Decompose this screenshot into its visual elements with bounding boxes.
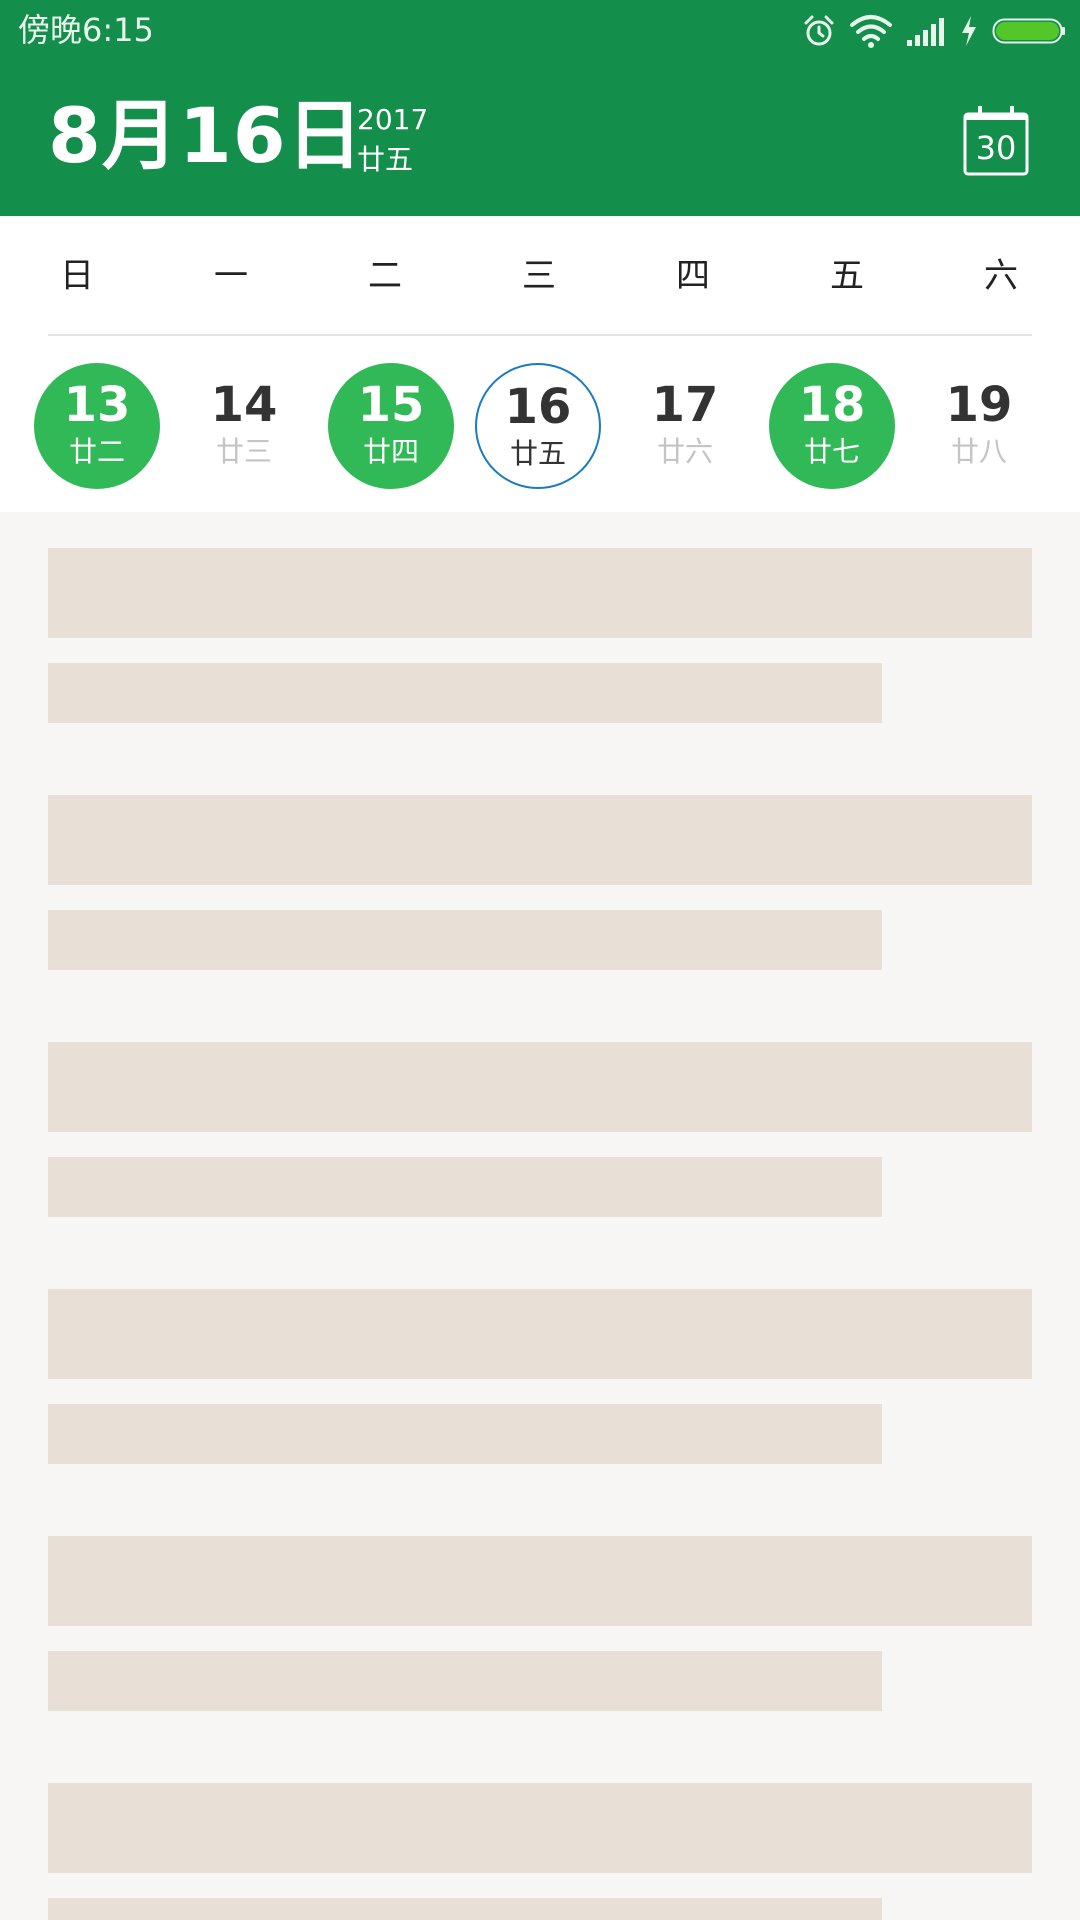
weekday-thu: 四 xyxy=(676,256,710,296)
weekday-sat: 六 xyxy=(984,256,1018,296)
day-number: 19 xyxy=(945,377,1013,433)
day-cell-16-today[interactable]: 16 廿五 xyxy=(475,363,601,489)
selected-lunar-day: 廿五 xyxy=(357,143,414,176)
event-list-loading xyxy=(0,512,1080,1920)
calendar-icon xyxy=(963,106,1029,176)
weekday-header-row: 日 一 二 三 四 五 六 xyxy=(0,216,1080,336)
day-lunar-label: 廿七 xyxy=(803,435,860,468)
status-time: 傍晚6:15 xyxy=(18,11,154,49)
placeholder-bar xyxy=(48,1404,882,1464)
day-number: 18 xyxy=(798,377,866,433)
day-cell-13[interactable]: 13 廿二 xyxy=(34,363,160,489)
charging-icon xyxy=(962,16,976,46)
day-number: 16 xyxy=(504,379,572,435)
placeholder-bar xyxy=(48,1289,1032,1379)
signal-icon xyxy=(907,18,944,46)
weekday-divider xyxy=(48,334,1032,336)
battery-icon xyxy=(992,18,1065,44)
day-cell-18[interactable]: 18 廿七 xyxy=(769,363,895,489)
placeholder-bar xyxy=(48,548,1032,638)
day-number: 14 xyxy=(210,377,278,433)
date-subtitle: 2017 廿五 xyxy=(357,100,428,180)
placeholder-bar xyxy=(48,1157,882,1217)
day-cell-17[interactable]: 17 廿六 xyxy=(622,363,748,489)
day-lunar-label: 廿二 xyxy=(68,435,125,468)
calendar-icon-number: 30 xyxy=(975,129,1017,167)
day-cell-14[interactable]: 14 廿三 xyxy=(181,363,307,489)
placeholder-bar xyxy=(48,795,1032,885)
week-strip: 13 廿二 14 廿三 15 廿四 16 廿五 17 廿六 18 廿七 19 廿… xyxy=(0,336,1080,512)
calendar-header: 8月16日 2017 廿五 30 xyxy=(0,64,1080,216)
alarm-icon xyxy=(804,15,834,46)
status-bar: 傍晚6:15 xyxy=(0,0,1080,64)
weekday-sun: 日 xyxy=(60,256,94,296)
placeholder-bar xyxy=(48,1898,882,1920)
placeholder-bar xyxy=(48,1651,882,1711)
status-icons xyxy=(802,12,1066,50)
day-number: 15 xyxy=(357,377,425,433)
day-cell-15[interactable]: 15 廿四 xyxy=(328,363,454,489)
placeholder-bar xyxy=(48,1783,1032,1873)
day-lunar-label: 廿四 xyxy=(362,435,419,468)
wifi-icon xyxy=(850,15,892,48)
placeholder-bar xyxy=(48,663,882,723)
day-cell-19[interactable]: 19 廿八 xyxy=(916,363,1042,489)
day-lunar-label: 廿三 xyxy=(215,435,272,468)
weekday-tue: 二 xyxy=(368,256,402,296)
placeholder-bar xyxy=(48,1536,1032,1626)
day-lunar-label: 廿八 xyxy=(950,435,1007,468)
weekday-mon: 一 xyxy=(214,256,248,296)
weekday-fri: 五 xyxy=(830,256,864,296)
selected-date-title: 8月16日 xyxy=(48,91,364,180)
day-number: 17 xyxy=(651,377,719,433)
jump-to-today-button[interactable]: 30 xyxy=(962,104,1030,178)
weekday-wed: 三 xyxy=(522,256,556,296)
placeholder-bar xyxy=(48,1042,1032,1132)
day-lunar-label: 廿六 xyxy=(656,435,713,468)
placeholder-bar xyxy=(48,910,882,970)
day-lunar-label: 廿五 xyxy=(509,437,566,470)
selected-year: 2017 xyxy=(357,103,429,136)
day-number: 13 xyxy=(63,377,131,433)
